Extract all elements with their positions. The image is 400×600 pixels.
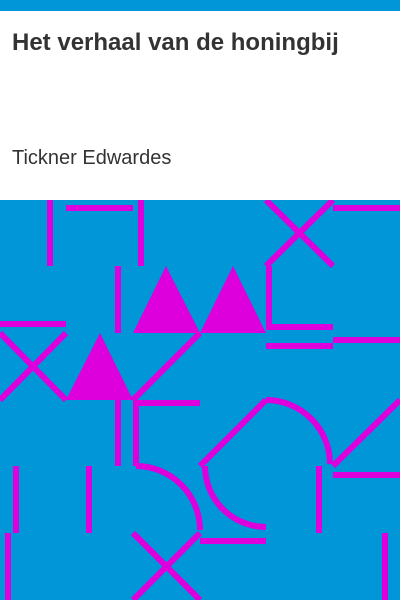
cover-pattern-artwork: [0, 200, 400, 600]
book-author: Tickner Edwardes: [12, 147, 172, 169]
top-color-stripe: [0, 0, 400, 11]
book-title: Het verhaal van de honingbij: [12, 29, 339, 56]
